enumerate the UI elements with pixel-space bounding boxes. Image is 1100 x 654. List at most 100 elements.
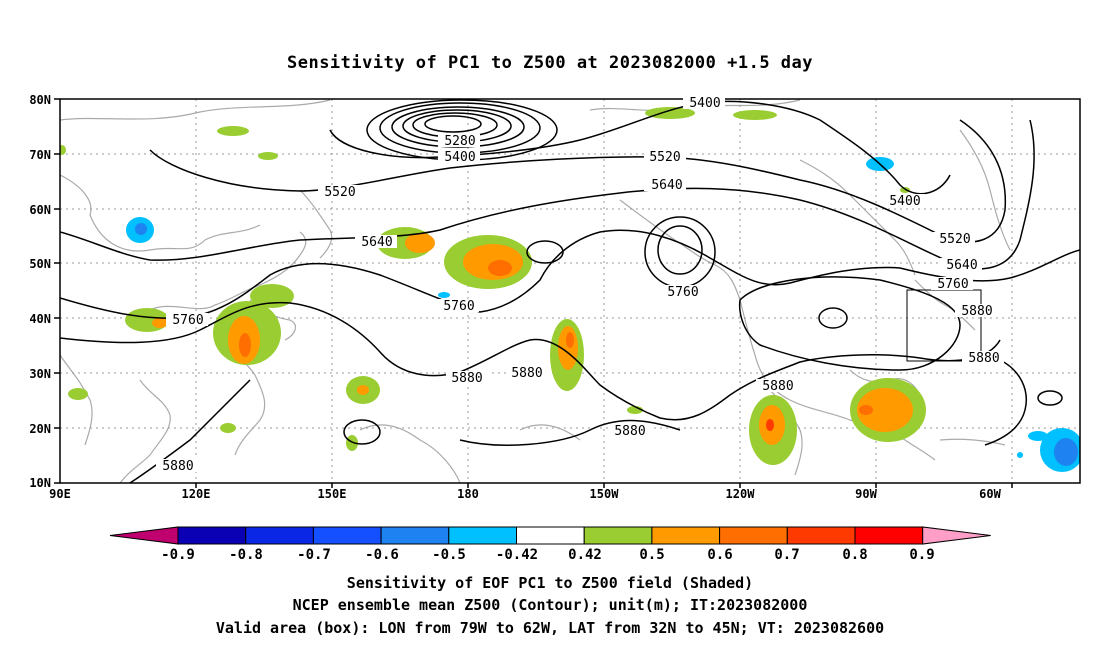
contour-label: 5760 <box>931 277 973 292</box>
lon-label: 120E <box>182 487 211 501</box>
svg-text:5520: 5520 <box>649 150 680 165</box>
colorbar-swatch <box>786 526 856 545</box>
svg-text:5640: 5640 <box>651 178 682 193</box>
longitude-labels: 90E 120E 150E 180 150W 120W 90W 60W <box>49 487 1001 501</box>
colorbar-label: -0.7 <box>297 547 331 563</box>
caption-line-3: Valid area (box): LON from 79W to 62W, L… <box>216 619 884 637</box>
lon-label: 60W <box>979 487 1001 501</box>
colorbar-label: 0.8 <box>842 547 867 563</box>
contour-label: 5880 <box>506 366 548 381</box>
colorbar-swatch <box>312 526 382 545</box>
colorbar-labels: -0.9 -0.8 -0.7 -0.6 -0.5 -0.42 0.42 0.5 … <box>161 547 935 563</box>
colorbar-label: 0.7 <box>774 547 799 563</box>
contour-label: 5640 <box>355 235 397 250</box>
contour-label: 5400 <box>883 194 925 209</box>
lat-label: 80N <box>29 93 51 107</box>
svg-text:5400: 5400 <box>689 96 720 111</box>
colorbar-label: 0.42 <box>568 547 602 563</box>
longitude-ticks <box>195 483 1013 488</box>
svg-text:5760: 5760 <box>937 277 968 292</box>
svg-text:5520: 5520 <box>324 185 355 200</box>
lat-label: 10N <box>29 476 51 490</box>
contour-label: 5520 <box>933 232 975 247</box>
colorbar-swatch <box>177 526 247 545</box>
caption-line-1: Sensitivity of EOF PC1 to Z500 field (Sh… <box>347 574 753 592</box>
figure-title: Sensitivity of PC1 to Z500 at 2023082000… <box>287 53 813 73</box>
contour-label: 5880 <box>955 304 997 319</box>
colorbar-extend-max <box>922 526 991 545</box>
contour-label: 5880 <box>756 379 798 394</box>
colorbar-swatch <box>651 526 721 545</box>
contour-labels: 5400 5280 5400 5520 5520 5640 5640 5400 … <box>156 96 1004 474</box>
lon-label: 180 <box>457 487 479 501</box>
lat-label: 60N <box>29 203 51 217</box>
colorbar-label: 0.5 <box>639 547 664 563</box>
colorbar-label: -0.9 <box>161 547 195 563</box>
colorbar-label: -0.42 <box>496 547 538 563</box>
contour-label: 5400 <box>438 150 480 165</box>
colorbar-extend-min <box>109 526 179 545</box>
colorbar-label: -0.5 <box>432 547 466 563</box>
contour-label: 5760 <box>661 285 703 300</box>
map-frame <box>59 98 1081 484</box>
map-panel: 5400 5280 5400 5520 5520 5640 5640 5400 … <box>29 93 1081 501</box>
contour-label: 5880 <box>446 371 488 386</box>
svg-text:5640: 5640 <box>361 235 392 250</box>
contour-label: 5880 <box>608 424 650 439</box>
lon-label: 150E <box>318 487 347 501</box>
svg-text:5880: 5880 <box>451 371 482 386</box>
colorbar-label: -0.6 <box>365 547 399 563</box>
latitude-labels: 80N 70N 60N 50N 40N 30N 20N 10N <box>29 93 51 490</box>
colorbar-swatch <box>516 526 585 545</box>
contour-label: 5640 <box>644 178 686 193</box>
svg-text:5760: 5760 <box>172 313 203 328</box>
contour-label: 5280 <box>438 134 480 149</box>
colorbar-swatch <box>380 526 450 545</box>
contour-label: 5880 <box>962 351 1004 366</box>
caption: Sensitivity of EOF PC1 to Z500 field (Sh… <box>216 574 884 637</box>
contour-label: 5520 <box>644 150 686 165</box>
lat-label: 70N <box>29 148 51 162</box>
lat-label: 40N <box>29 312 51 326</box>
svg-text:5880: 5880 <box>162 459 193 474</box>
contour-label: 5880 <box>156 459 198 474</box>
contour-label: 5640 <box>940 258 982 273</box>
latitude-ticks <box>54 98 60 484</box>
colorbar-swatch <box>245 526 314 545</box>
colorbar-swatch <box>583 526 653 545</box>
contour-label: 5520 <box>318 185 360 200</box>
svg-text:5760: 5760 <box>667 285 698 300</box>
colorbar-label: 0.9 <box>909 547 934 563</box>
contour-label: 5400 <box>683 96 725 111</box>
lat-label: 30N <box>29 367 51 381</box>
colorbar-swatch <box>448 526 517 545</box>
svg-text:5880: 5880 <box>762 379 793 394</box>
svg-text:5880: 5880 <box>511 366 542 381</box>
lat-label: 50N <box>29 257 51 271</box>
svg-text:5400: 5400 <box>889 194 920 209</box>
contour-label: 5760 <box>437 299 479 314</box>
lon-label: 120W <box>726 487 756 501</box>
colorbar-label: -0.8 <box>229 547 263 563</box>
svg-text:5880: 5880 <box>961 304 992 319</box>
colorbar-swatches <box>109 526 991 545</box>
svg-text:5520: 5520 <box>939 232 970 247</box>
contour-label: 5760 <box>166 313 208 328</box>
sensitivity-shading <box>60 107 1080 472</box>
lat-label: 20N <box>29 422 51 436</box>
svg-text:5280: 5280 <box>444 134 475 149</box>
lon-label: 150W <box>590 487 620 501</box>
caption-line-2: NCEP ensemble mean Z500 (Contour); unit(… <box>293 596 808 614</box>
svg-text:5400: 5400 <box>444 150 475 165</box>
svg-text:5880: 5880 <box>968 351 999 366</box>
svg-text:5880: 5880 <box>614 424 645 439</box>
svg-text:5640: 5640 <box>946 258 977 273</box>
lon-label: 90W <box>855 487 877 501</box>
svg-text:5760: 5760 <box>443 299 474 314</box>
lon-label: 90E <box>49 487 71 501</box>
colorbar-swatch <box>719 526 788 545</box>
colorbar-label: 0.6 <box>707 547 732 563</box>
colorbar: -0.9 -0.8 -0.7 -0.6 -0.5 -0.42 0.42 0.5 … <box>109 526 991 563</box>
colorbar-swatch <box>854 526 924 545</box>
